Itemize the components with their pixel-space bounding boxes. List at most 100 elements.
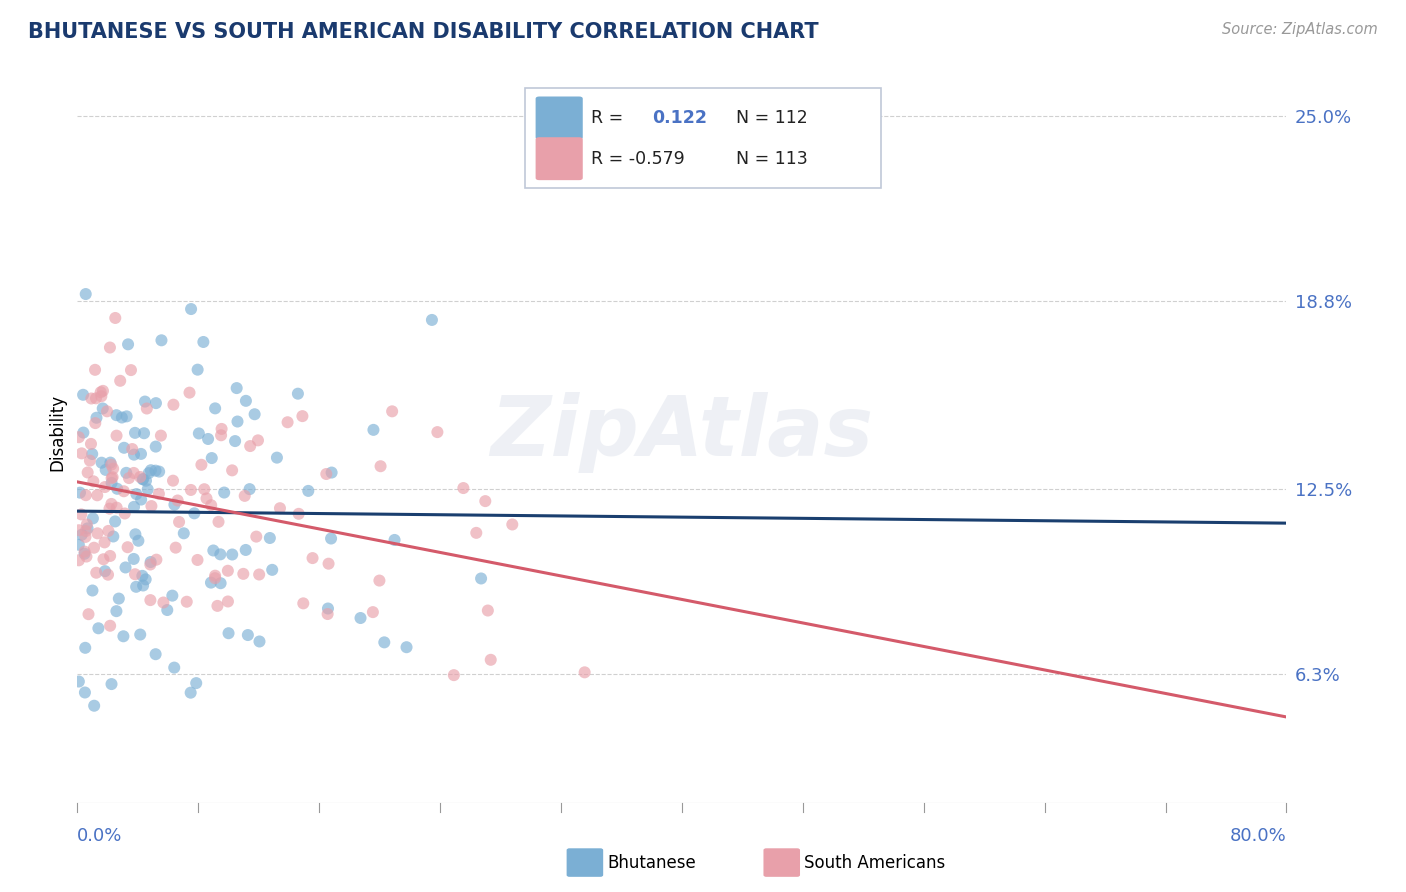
Point: [124, 527, 146, 541]
Point: [145, 552, 167, 566]
Point: [76, 521, 98, 535]
Point: [221, 548, 243, 562]
Point: [67, 674, 90, 689]
Point: [246, 434, 269, 448]
Point: [75, 530, 97, 544]
Point: [193, 334, 215, 349]
Point: [129, 627, 152, 641]
Point: [82, 447, 104, 461]
Point: [349, 611, 371, 625]
Point: [91, 401, 114, 416]
Point: [141, 499, 163, 513]
Point: [277, 415, 299, 429]
Point: [115, 409, 138, 424]
Point: [121, 442, 143, 456]
Point: [125, 580, 148, 594]
Point: [131, 569, 153, 583]
Point: [75, 524, 97, 538]
Point: [104, 515, 127, 529]
Point: [108, 591, 131, 606]
Point: [179, 385, 201, 400]
Point: [105, 500, 128, 515]
Point: [180, 686, 202, 700]
Point: [204, 568, 226, 582]
Point: [94, 480, 117, 494]
FancyBboxPatch shape: [763, 848, 800, 877]
Point: [149, 428, 172, 442]
Point: [221, 463, 243, 477]
Point: [318, 557, 340, 571]
Point: [120, 363, 142, 377]
Point: [69, 485, 91, 500]
Point: [204, 571, 226, 585]
Point: [90, 456, 112, 470]
Point: [80, 437, 103, 451]
Point: [83, 698, 105, 713]
Point: [167, 515, 190, 529]
Point: [84, 566, 107, 580]
Point: [197, 432, 219, 446]
Point: [87, 621, 110, 635]
Point: [180, 301, 202, 316]
Point: [101, 461, 124, 475]
Text: BHUTANESE VS SOUTH AMERICAN DISABILITY CORRELATION CHART: BHUTANESE VS SOUTH AMERICAN DISABILITY C…: [28, 22, 818, 42]
Point: [105, 482, 128, 496]
Point: [479, 653, 502, 667]
FancyBboxPatch shape: [567, 848, 603, 877]
Point: [105, 428, 128, 442]
Point: [131, 472, 153, 486]
Point: [209, 576, 232, 591]
Point: [105, 408, 128, 422]
Point: [139, 463, 162, 477]
Point: [79, 453, 101, 467]
Point: [291, 409, 314, 424]
Point: [90, 385, 112, 400]
Point: [373, 635, 395, 649]
Point: [224, 434, 246, 448]
Point: [111, 410, 134, 425]
Point: [249, 634, 271, 648]
Point: [129, 470, 152, 484]
Point: [235, 543, 257, 558]
Point: [73, 685, 96, 699]
Point: [73, 547, 96, 561]
Point: [292, 596, 315, 610]
Point: [207, 515, 229, 529]
Point: [453, 481, 475, 495]
Point: [100, 497, 122, 511]
Point: [145, 647, 167, 661]
Point: [139, 558, 162, 572]
Point: [75, 488, 97, 502]
Point: [132, 472, 155, 486]
Point: [96, 404, 118, 418]
Point: [67, 538, 90, 552]
Point: [94, 564, 117, 578]
Point: [122, 466, 145, 480]
Point: [316, 601, 339, 615]
Point: [91, 384, 114, 398]
Point: [190, 458, 212, 472]
Point: [122, 552, 145, 566]
Text: 80.0%: 80.0%: [1230, 827, 1286, 845]
Text: Source: ZipAtlas.com: Source: ZipAtlas.com: [1222, 22, 1378, 37]
Point: [145, 464, 167, 478]
Point: [217, 564, 239, 578]
Text: Bhutanese: Bhutanese: [607, 855, 696, 872]
Point: [135, 474, 157, 488]
Point: [239, 482, 262, 496]
Point: [98, 501, 121, 516]
Point: [212, 485, 235, 500]
Point: [470, 572, 492, 586]
Point: [70, 528, 93, 542]
Point: [82, 511, 104, 525]
Point: [70, 508, 93, 522]
Point: [193, 482, 215, 496]
Point: [115, 466, 138, 480]
Point: [132, 426, 155, 441]
Text: ZipAtlas: ZipAtlas: [491, 392, 873, 473]
Point: [145, 440, 167, 454]
Point: [86, 488, 108, 502]
Point: [84, 392, 107, 406]
Point: [187, 426, 209, 441]
Point: [97, 567, 120, 582]
